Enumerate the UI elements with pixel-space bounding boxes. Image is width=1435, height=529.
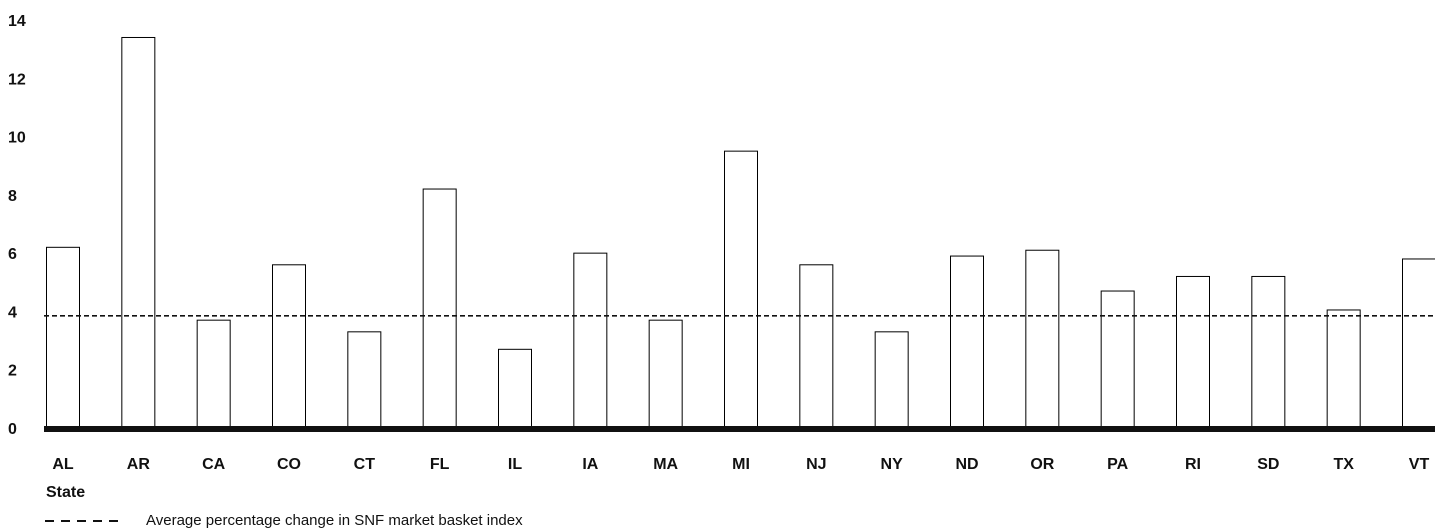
x-tick-label: IA xyxy=(582,456,598,473)
x-tick-label: PA xyxy=(1107,456,1128,473)
bar-ar xyxy=(121,36,156,429)
bar-sd xyxy=(1251,275,1286,429)
x-tick-label: IL xyxy=(508,456,522,473)
y-axis-ticks: 0 2 4 6 8 10 12 14 xyxy=(8,13,26,438)
bar-vt xyxy=(1402,258,1435,429)
bar-nd xyxy=(950,255,984,429)
y-tick-label: 12 xyxy=(8,71,26,88)
bar-ny xyxy=(874,331,909,429)
y-tick-label: 4 xyxy=(8,304,17,321)
x-tick-label: AR xyxy=(127,456,151,473)
bar-tx xyxy=(1326,309,1361,429)
x-tick-label: VT xyxy=(1409,456,1430,473)
x-tick-label: RI xyxy=(1185,456,1201,473)
bar-ia xyxy=(573,252,608,429)
y-tick-label: 6 xyxy=(8,246,17,263)
bar-mi xyxy=(724,150,758,429)
x-tick-label: CT xyxy=(354,456,376,473)
y-tick-label: 0 xyxy=(8,421,17,438)
bar-or xyxy=(1025,249,1060,429)
x-tick-label: CO xyxy=(277,456,301,473)
x-axis-categories: AL AR CA CO CT FL IL IA MA MI NJ NY ND OR PA RI SD TX VT xyxy=(52,456,1429,473)
x-tick-label: OR xyxy=(1030,456,1054,473)
legend: Average percentage change in SNF market … xyxy=(45,512,523,529)
x-tick-label: NJ xyxy=(806,456,826,473)
y-tick-label: 8 xyxy=(8,188,17,205)
x-tick-label: ND xyxy=(955,456,978,473)
x-tick-label: SD xyxy=(1257,456,1279,473)
y-tick-label: 14 xyxy=(8,13,26,30)
x-tick-label: FL xyxy=(430,456,450,473)
bar-pa xyxy=(1100,290,1135,429)
bar-il xyxy=(498,348,532,429)
x-tick-label: NY xyxy=(881,456,904,473)
bar-al xyxy=(46,246,80,429)
bar-ma xyxy=(648,319,683,429)
x-tick-label: AL xyxy=(52,456,74,473)
bar-ca xyxy=(196,319,231,429)
x-tick-label: TX xyxy=(1333,456,1354,473)
x-tick-label: MI xyxy=(732,456,750,473)
bar-ct xyxy=(347,331,382,429)
bar-nj xyxy=(799,264,834,429)
x-tick-label: MA xyxy=(653,456,678,473)
x-tick-label: CA xyxy=(202,456,226,473)
bar-ri xyxy=(1176,275,1210,429)
y-tick-label: 2 xyxy=(8,363,17,380)
y-tick-label: 10 xyxy=(8,130,26,147)
bars xyxy=(46,36,1435,429)
legend-label: Average percentage change in SNF market … xyxy=(146,512,523,529)
bar-co xyxy=(272,264,306,429)
bar-fl xyxy=(422,188,457,429)
x-axis-label: State xyxy=(46,484,85,501)
